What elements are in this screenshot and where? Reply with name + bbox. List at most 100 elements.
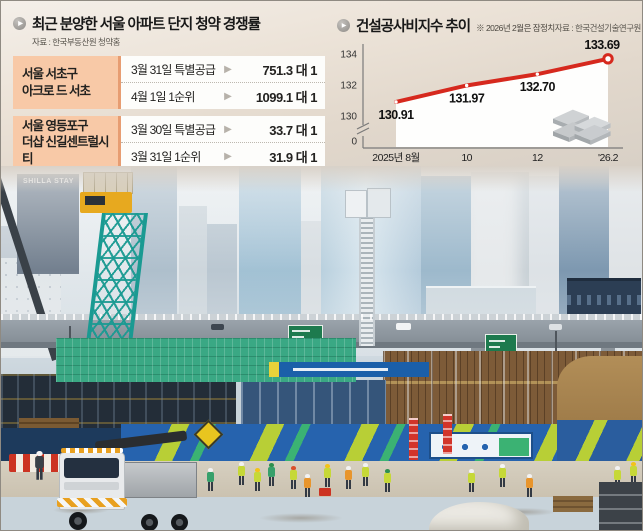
- arrow-right-icon: ▶: [224, 150, 232, 162]
- construction-worker: [498, 464, 507, 488]
- table-rows: 3월 31일 특별공급 ▶ 751.3 대 1 4월 1일 1순위 ▶ 1099…: [121, 56, 325, 109]
- construction-fence-right: [557, 420, 642, 466]
- y-tick-label: 0: [351, 137, 357, 148]
- truck-wheel: [171, 514, 188, 530]
- row-value: 31.9 대 1: [269, 149, 317, 165]
- y-tick-label: 134: [340, 50, 357, 61]
- data-point: [535, 72, 540, 76]
- table-row: 3월 31일 특별공급 ▶ 751.3 대 1: [121, 56, 325, 82]
- truck-bumper-stripe: [57, 498, 127, 507]
- truck-bed: [119, 462, 197, 498]
- cost-index-chart-panel: ▶ 건설공사비지수 추이 ※ 2026년 2월은 잠정치 자료 : 한국건설기술…: [337, 15, 642, 36]
- table-row: 3월 31일 1순위 ▶ 31.9 대 1: [121, 142, 325, 169]
- truck-wheel: [141, 514, 158, 530]
- red-toolbox: [319, 488, 331, 496]
- left-panel-title-row: ▶ 최근 분양한 서울 아파트 단지 청약 경쟁률: [13, 13, 325, 34]
- row-label: 3월 31일 특별공급: [131, 62, 216, 77]
- arrow-right-icon: ▶: [224, 90, 232, 102]
- arrow-right-icon: ▶: [224, 123, 232, 135]
- data-point-label: 133.69: [584, 38, 620, 52]
- row-label: 3월 30일 특별공급: [131, 122, 216, 137]
- left-panel-source: 자료 : 한국부동산원 청약홈: [32, 37, 120, 47]
- construction-worker: [344, 466, 353, 490]
- construction-worker: [383, 469, 392, 493]
- floodlight-box: [367, 188, 391, 218]
- row-value: 751.3 대 1: [262, 62, 318, 78]
- complex-name-cell: 서울 서초구 아크로 드 서초: [13, 56, 121, 109]
- info-band: ▶ 최근 분양한 서울 아파트 단지 청약 경쟁률 자료 : 한국부동산원 청약…: [1, 1, 642, 169]
- vertical-red-banner: [443, 414, 452, 454]
- x-tick-label: 2025년 8월: [372, 152, 419, 164]
- construction-site-photo: SHILLA STAY: [1, 166, 642, 530]
- left-panel-title: 최근 분양한 서울 아파트 단지 청약 경쟁률: [32, 17, 261, 33]
- floodlight-tower-mast: [359, 214, 375, 346]
- x-tick-label: 12: [532, 152, 543, 164]
- cost-index-line-chart: 134 132 130 0 2025년 8월 10 12 '26.2 130.91 131.97 1…: [340, 38, 623, 164]
- tower-crane-counterweight: [83, 172, 133, 194]
- chart-note: ※ 2026년 2월은 잠정치: [476, 23, 555, 33]
- right-panel-title-row: ▶ 건설공사비지수 추이 ※ 2026년 2월은 잠정치 자료 : 한국건설기술…: [337, 15, 642, 36]
- construction-worker: [323, 464, 332, 488]
- row-value: 1099.1 대 1: [255, 89, 318, 105]
- table-group-thesharp: 서울 영등포구 더샵 신길센트럴시티 3월 30일 특별공급 ▶ 33.7 대 …: [13, 116, 325, 169]
- section-bullet-icon: ▶: [337, 19, 350, 32]
- floodlight-box: [345, 190, 367, 218]
- data-point-label: 131.97: [449, 91, 485, 105]
- data-point-label: 130.91: [378, 108, 414, 122]
- car-on-road: [396, 323, 411, 330]
- right-panel-source: 자료 : 한국건설기술연구원: [554, 23, 642, 33]
- row-label: 4월 1일 1순위: [131, 89, 195, 104]
- table-row: 4월 1일 1순위 ▶ 1099.1 대 1: [121, 82, 325, 109]
- arrow-right-icon: ▶: [224, 63, 232, 75]
- construction-worker: [303, 474, 312, 498]
- data-point-label: 132.70: [520, 80, 556, 94]
- cost-index-line: [394, 56, 611, 104]
- construction-worker: [237, 462, 246, 486]
- vertical-red-banner: [409, 418, 418, 460]
- row-value: 33.7 대 1: [269, 122, 317, 138]
- construction-worker: [467, 469, 476, 493]
- data-point-open: [602, 53, 614, 65]
- construction-worker: [267, 463, 276, 487]
- axis-break-mark: [356, 127, 370, 135]
- complex-name-line1: 서울 서초구: [22, 67, 78, 82]
- table-rows: 3월 30일 특별공급 ▶ 33.7 대 1 3월 31일 1순위 ▶ 31.9…: [121, 116, 325, 169]
- data-point: [464, 83, 469, 88]
- x-tick-label: '26.2: [598, 152, 619, 164]
- subscription-table-panel: ▶ 최근 분양한 서울 아파트 단지 청약 경쟁률 자료 : 한국부동산원 청약…: [13, 13, 325, 176]
- construction-worker: [361, 463, 370, 487]
- tower-crane-cab: [80, 192, 132, 213]
- table-group-acro: 서울 서초구 아크로 드 서초 3월 31일 특별공급 ▶ 751.3 대 1 …: [13, 56, 325, 109]
- money-stack-icon: [553, 109, 611, 145]
- truck-marker-lights: [61, 448, 123, 453]
- car-on-road: [211, 324, 224, 330]
- car-on-road: [549, 324, 562, 330]
- complex-name-line2: 아크로 드 서초: [22, 83, 91, 98]
- ppe-banner: [429, 432, 533, 459]
- shilla-stay-sign: SHILLA STAY: [23, 178, 75, 185]
- y-tick-label: 132: [340, 81, 357, 92]
- table-row: 3월 30일 특별공급 ▶ 33.7 대 1: [121, 116, 325, 142]
- crate-stack: [599, 482, 642, 530]
- construction-worker: [253, 468, 262, 492]
- row-label: 3월 31일 1순위: [131, 149, 201, 164]
- data-point: [394, 100, 398, 104]
- truck-grille: [64, 482, 119, 490]
- right-panel-title: 건설공사비지수 추이: [356, 19, 471, 35]
- chart-area-fill: [396, 58, 609, 147]
- construction-banner-blue: [269, 362, 429, 377]
- construction-worker: [629, 462, 638, 486]
- complex-name-line2: 더샵 신길센트럴시티: [22, 135, 109, 166]
- y-tick-label: 130: [340, 112, 357, 123]
- complex-name-cell: 서울 영등포구 더샵 신길센트럴시티: [13, 116, 121, 169]
- material-pile: [553, 496, 593, 512]
- construction-worker: [525, 474, 534, 498]
- navy-building: [567, 278, 641, 317]
- scaffold-structure: [241, 380, 386, 432]
- axis-break-mark: [356, 122, 370, 130]
- truck-windshield: [64, 458, 119, 478]
- section-bullet-icon: ▶: [13, 17, 26, 30]
- construction-worker: [289, 466, 298, 490]
- construction-worker: [206, 468, 215, 492]
